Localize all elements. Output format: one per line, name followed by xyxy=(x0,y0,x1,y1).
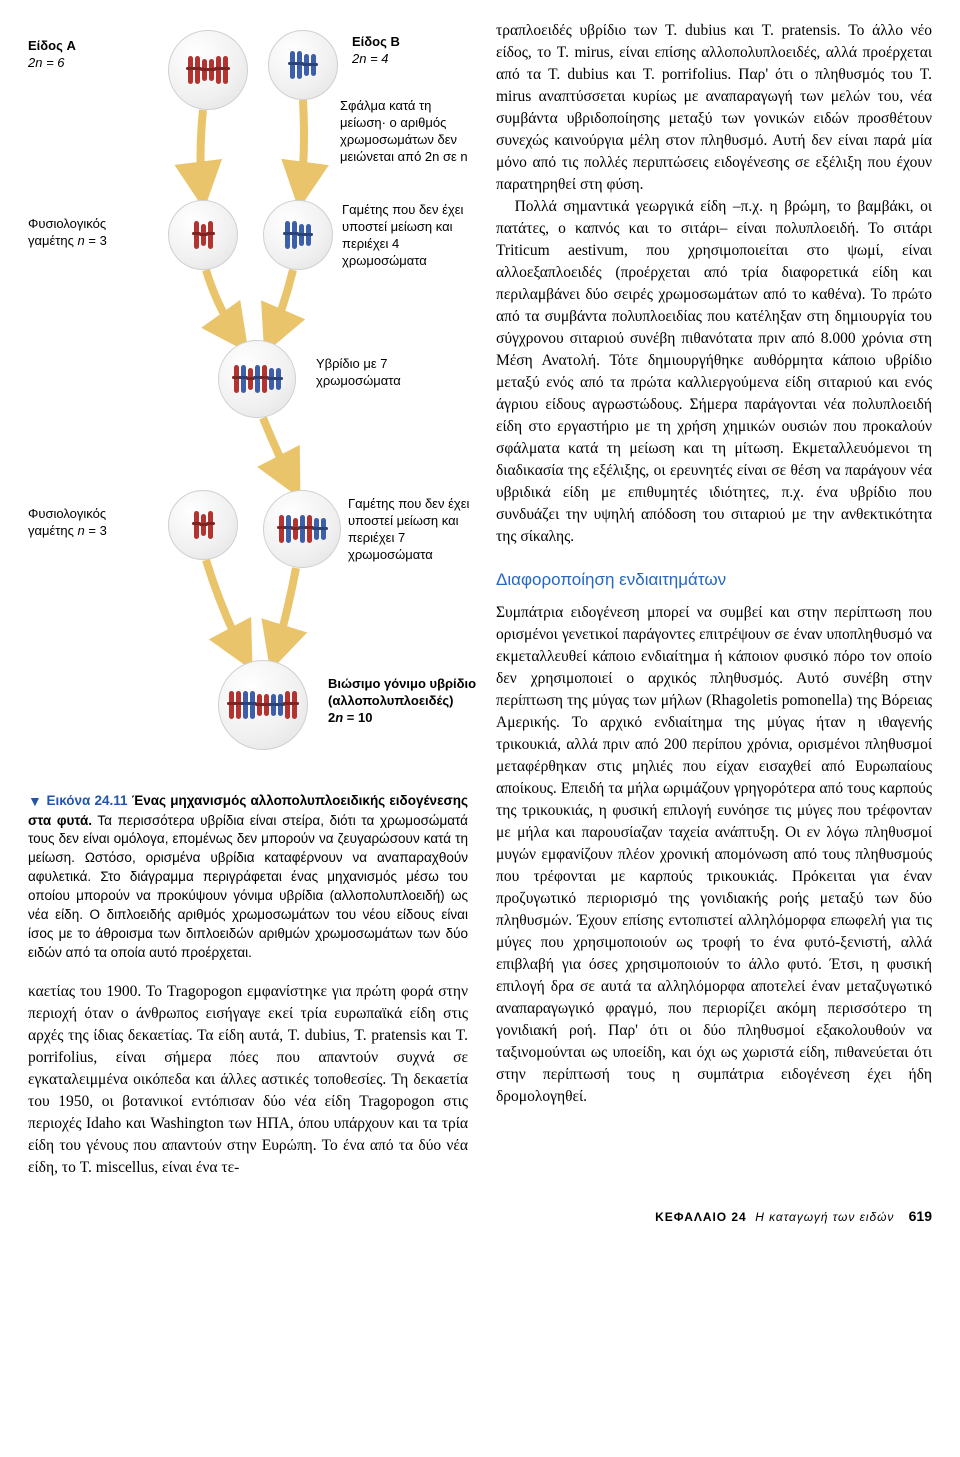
label-species-b: Είδος B2n = 4 xyxy=(352,34,442,68)
cell-species-b xyxy=(268,30,338,100)
label-gamete-a2: Φυσιολογικόςγαμέτης n = 3 xyxy=(28,506,148,540)
figure-caption: ▼ Εικόνα 24.11 Ένας μηχανισμός αλλοπολυπ… xyxy=(28,792,468,963)
footer-title: Η καταγωγή των ειδών xyxy=(755,1210,894,1224)
section-heading: Διαφοροποίηση ενδιαιτημάτων xyxy=(496,568,932,592)
figure-body: Τα περισσότερα υβρίδια είναι στείρα, διό… xyxy=(28,813,468,960)
cell-gamete-b xyxy=(263,200,333,270)
allopolyploid-diagram: Είδος A2n = 6 Είδος B2n = 4 Σφάλμα κατά … xyxy=(28,20,468,780)
cell-hybrid-7 xyxy=(218,340,296,418)
label-viable: Βιώσιμο γόνιμο υβρίδιο(αλλοπολυπλοειδές)… xyxy=(328,676,478,727)
footer-page: 619 xyxy=(909,1208,932,1224)
label-hybrid-7: Υβρίδιο με 7 χρωμοσώματα xyxy=(316,356,446,390)
label-species-a: Είδος A2n = 6 xyxy=(28,38,108,72)
cell-gamete-a2 xyxy=(168,490,238,560)
footer-chapter: ΚΕΦΑΛΑΙΟ 24 xyxy=(655,1210,746,1224)
triangle-icon: ▼ xyxy=(28,793,42,809)
right-text-bottom: Συμπάτρια ειδογένεση μπορεί να συμβεί κα… xyxy=(496,602,932,1108)
label-gamete-7: Γαμέτης που δεν έχει υποστεί μείωση και … xyxy=(348,496,472,564)
cell-viable xyxy=(218,660,308,750)
cell-gamete-7 xyxy=(263,490,341,568)
label-gamete-a: Φυσιολογικόςγαμέτης n = 3 xyxy=(28,216,148,250)
figure-ref: Εικόνα 24.11 xyxy=(46,793,127,808)
label-meiosis-error: Σφάλμα κατά τη μείωση· ο αριθμός χρωμοσω… xyxy=(340,98,472,166)
right-text-top: τραπλοειδές υβρίδιο των T. dubius και T.… xyxy=(496,20,932,548)
left-body-text: καετίας του 1900. Το Tragopogon εμφανίστ… xyxy=(28,981,468,1179)
cell-gamete-a xyxy=(168,200,238,270)
label-gamete-b: Γαμέτης που δεν έχει υποστεί μείωση και … xyxy=(342,202,472,270)
page-footer: ΚΕΦΑΛΑΙΟ 24 Η καταγωγή των ειδών 619 xyxy=(28,1207,932,1227)
cell-species-a xyxy=(168,30,248,110)
